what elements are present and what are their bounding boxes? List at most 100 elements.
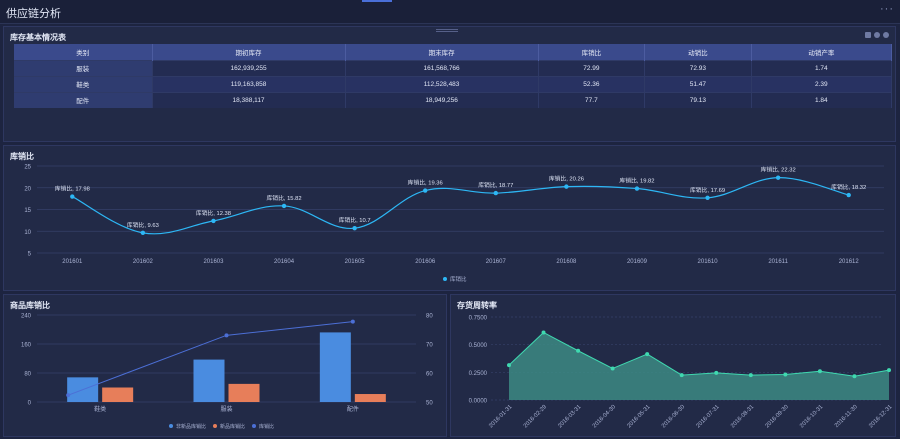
y-tick-label: 0.2500 [469,371,488,377]
series-line-库销比 [72,177,849,235]
ratio-line-chart: 5 10 15 20 25 201601 201602 201603 201604 201605 2… [24,165,884,283]
column-header[interactable]: 类别 [14,44,153,60]
x-tick-label: 201609 [627,259,648,265]
table-cell: 119,163,858 [152,75,346,92]
data-point [507,363,511,368]
x-tick-label: 201605 [345,259,366,265]
data-label: 库销比, 22.32 [761,166,796,174]
x-tick-label: 201608 [556,259,577,265]
bar-新品库销比 [228,383,260,402]
legend-label: 非新品库销比 [176,423,206,430]
more-menu-icon[interactable]: ··· [880,3,894,15]
data-point [679,373,684,378]
bar-新品库销比 [102,387,134,402]
data-point [564,184,569,189]
inventory-table-title: 库存基本情况表 [10,33,66,42]
data-point [140,230,146,236]
column-header[interactable]: 动销比 [644,44,752,60]
y-tick-label: 240 [21,314,32,320]
x-tick-label: 2016-03-31 [557,404,582,429]
table-cell: 161,568,766 [345,59,539,76]
table-cell: 18,388,117 [152,91,346,108]
bar-新品库销比 [354,394,386,402]
inventory-table: 类别 期初库存 期末库存 库销比 动销比 动销产率 服装 162,939,255… [14,44,893,108]
x-tick-label: 201606 [415,259,436,265]
data-point [783,372,788,377]
x-tick-label: 2016-05-31 [626,404,651,429]
bar-非新品库销比 [193,359,225,402]
data-point [423,188,428,193]
y-tick-label: 5 [28,252,32,258]
drag-handle-icon[interactable] [436,29,458,32]
table-cell: 52.36 [538,75,646,92]
settings-icon[interactable] [883,32,889,38]
data-point [211,218,216,224]
y2-tick-label: 50 [426,401,433,407]
y-tick-label: 0.7500 [469,316,488,322]
x-tick-label: 2016-06-30 [661,404,686,429]
x-tick-label: 2016-01-31 [488,404,513,429]
table-cell: 服装 [14,59,153,76]
legend-label: 新品库销比 [220,423,245,430]
x-tick-label: 201610 [698,259,719,265]
table-cell: 79.13 [644,91,752,108]
table-cell: 51.47 [644,75,752,92]
data-point [705,195,710,200]
x-tick-label: 鞋类 [94,405,106,413]
y-tick-label: 10 [24,230,31,236]
x-tick-label: 201607 [486,259,507,265]
table-cell: 1.74 [751,59,893,76]
data-label: 库销比, 12.38 [196,209,231,217]
table-cell: 72.93 [644,59,752,76]
data-point [281,203,287,209]
data-point [576,348,581,353]
y-tick-label: 0.5000 [469,343,488,349]
y-tick-label: 15 [24,208,31,214]
data-point [846,192,851,198]
y-tick-label: 0.0000 [469,399,488,405]
table-row[interactable]: 鞋类 119,163,858 112,528,483 52.36 51.47 2… [14,75,893,92]
table-cell: 配件 [14,91,153,108]
y-tick-label: 160 [21,343,32,349]
x-tick-label: 201604 [274,259,295,265]
data-label: 库销比, 18.32 [831,183,866,191]
x-tick-label: 201612 [839,259,860,265]
x-tick-label: 201603 [203,259,224,265]
data-point [852,374,857,379]
product-chart-panel: 商品库销比 0 80 160 240 50 60 70 80 鞋类 服装 配件 非新品库销比 新品库销比… [3,294,447,437]
x-tick-label: 2016-10-31 [799,404,824,429]
column-header[interactable]: 期末库存 [345,44,539,60]
turnover-area-chart: 0.0000 0.2500 0.5000 0.7500 2016-01-31 2016-0… [469,316,894,430]
data-label: 库销比, 10.7 [339,216,371,224]
x-tick-label: 服装 [220,405,232,413]
turnover-chart-panel: 存货周转率 0.0000 0.2500 0.5000 0.7500 2016-01-31… [450,294,896,437]
table-row[interactable]: 服装 162,939,255 161,568,766 72.99 72.93 1… [14,59,893,76]
column-header[interactable]: 动销产率 [751,44,893,60]
bar-非新品库销比 [319,332,351,402]
data-point [493,190,498,196]
table-cell: 72.99 [538,59,646,76]
table-cell: 1.84 [751,91,893,108]
data-point [645,352,650,357]
table-row[interactable]: 配件 18,388,117 18,949,256 77.7 79.13 1.84 [14,91,893,108]
y2-tick-label: 80 [426,314,433,320]
x-tick-label: 2016-08-31 [730,404,755,429]
data-point [748,373,753,378]
info-icon[interactable] [874,32,880,38]
x-tick-label: 2016-04-30 [592,404,617,429]
ratio-chart-title: 库销比 [10,152,34,161]
x-tick-label: 201601 [62,259,83,265]
page-title: 供应链分析 [6,8,61,20]
x-tick-label: 2016-09-30 [765,404,790,429]
x-tick-label: 2016-12-31 [868,404,893,429]
x-tick-label: 2016-07-31 [695,404,720,429]
table-cell: 2.39 [751,75,893,92]
top-bar: 供应链分析 ··· [0,0,900,24]
column-header[interactable]: 库销比 [538,44,646,60]
column-header[interactable]: 期初库存 [152,44,346,60]
data-label: 库销比, 19.36 [408,179,443,187]
export-icon[interactable] [865,32,871,38]
series-area-存货周转率 [509,332,889,400]
active-indicator [362,0,392,2]
data-label: 库销比, 15.82 [266,194,301,202]
